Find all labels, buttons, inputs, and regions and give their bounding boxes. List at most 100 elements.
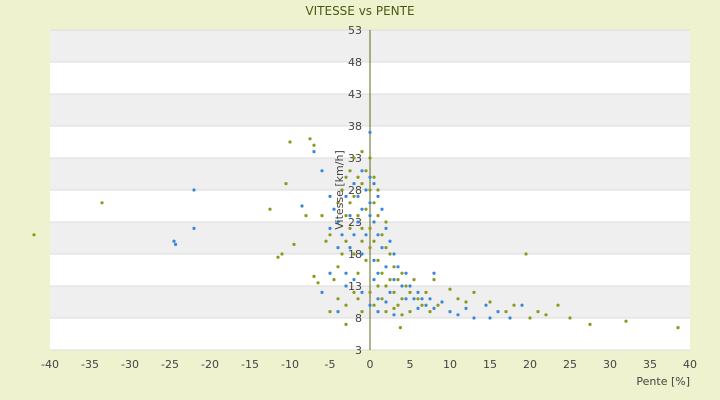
data-point <box>192 188 196 192</box>
x-tick-label: 40 <box>683 358 697 371</box>
data-point <box>488 300 492 304</box>
data-point <box>348 226 352 230</box>
x-tick-label: 15 <box>483 358 497 371</box>
data-point <box>268 207 272 211</box>
data-point <box>384 284 388 288</box>
data-point <box>376 194 380 198</box>
data-point <box>356 297 360 301</box>
data-point <box>504 310 508 314</box>
data-point <box>400 284 404 288</box>
data-point <box>472 290 476 294</box>
data-point <box>372 258 376 262</box>
data-point <box>348 214 352 218</box>
y-tick-label: 28 <box>348 184 362 197</box>
x-tick-label: -15 <box>241 358 259 371</box>
data-point <box>624 319 628 323</box>
y-tick-label: 53 <box>348 24 362 37</box>
data-point <box>376 233 380 237</box>
y-tick-label: 23 <box>348 216 362 229</box>
data-point <box>488 316 492 320</box>
data-point <box>372 175 376 179</box>
data-point <box>320 214 324 218</box>
data-point <box>360 310 364 314</box>
data-point <box>336 220 340 224</box>
data-point <box>364 233 368 237</box>
y-tick-label: 13 <box>348 280 362 293</box>
data-point <box>368 246 372 250</box>
data-point <box>352 182 356 186</box>
data-point <box>368 201 372 205</box>
data-point <box>432 306 436 310</box>
data-point <box>348 201 352 205</box>
x-tick-label: -30 <box>121 358 139 371</box>
data-point <box>388 239 392 243</box>
x-tick-label: -20 <box>201 358 219 371</box>
data-point <box>344 194 348 198</box>
data-point <box>352 290 356 294</box>
data-point <box>320 290 324 294</box>
data-point <box>376 214 380 218</box>
data-point <box>336 201 340 205</box>
data-point <box>336 310 340 314</box>
data-point <box>408 290 412 294</box>
data-point <box>384 265 388 269</box>
data-point <box>404 297 408 301</box>
x-tick-label: 5 <box>407 358 414 371</box>
data-point <box>428 297 432 301</box>
data-point <box>528 316 532 320</box>
data-point <box>536 310 540 314</box>
data-point <box>428 310 432 314</box>
data-point <box>380 207 384 211</box>
data-point <box>368 175 372 179</box>
data-point <box>356 271 360 275</box>
data-point <box>344 303 348 307</box>
x-tick-label: 30 <box>603 358 617 371</box>
y-tick-label: 3 <box>355 344 362 357</box>
data-point <box>356 194 360 198</box>
data-point <box>352 233 356 237</box>
data-point <box>416 297 420 301</box>
data-point <box>420 303 424 307</box>
data-point <box>360 169 364 173</box>
data-point <box>376 271 380 275</box>
data-point <box>292 242 296 246</box>
data-point <box>174 242 178 246</box>
data-point <box>372 182 376 186</box>
data-point <box>320 169 324 173</box>
data-point <box>416 290 420 294</box>
data-point <box>360 207 364 211</box>
data-point <box>344 214 348 218</box>
data-point <box>340 233 344 237</box>
data-point <box>512 303 516 307</box>
data-point <box>448 310 452 314</box>
data-point <box>456 313 460 317</box>
data-point <box>364 188 368 192</box>
data-point <box>368 188 372 192</box>
data-point <box>352 252 356 256</box>
data-point <box>544 313 548 317</box>
data-point <box>424 303 428 307</box>
data-point <box>352 194 356 198</box>
data-point <box>344 175 348 179</box>
data-point <box>416 306 420 310</box>
data-point <box>588 322 592 326</box>
x-tick-label: -10 <box>281 358 299 371</box>
data-point <box>312 274 316 278</box>
x-axis-label: Pente [%] <box>636 375 690 388</box>
x-tick-label: 0 <box>367 358 374 371</box>
data-point <box>404 284 408 288</box>
data-point <box>568 316 572 320</box>
data-point <box>344 322 348 326</box>
data-point <box>372 201 376 205</box>
data-point <box>172 239 176 243</box>
x-tick-label: 10 <box>443 358 457 371</box>
data-point <box>372 220 376 224</box>
y-tick-label: 43 <box>348 88 362 101</box>
data-point <box>412 297 416 301</box>
data-point <box>392 290 396 294</box>
data-point <box>360 150 364 154</box>
data-point <box>336 265 340 269</box>
data-point <box>312 143 316 147</box>
data-point <box>384 300 388 304</box>
